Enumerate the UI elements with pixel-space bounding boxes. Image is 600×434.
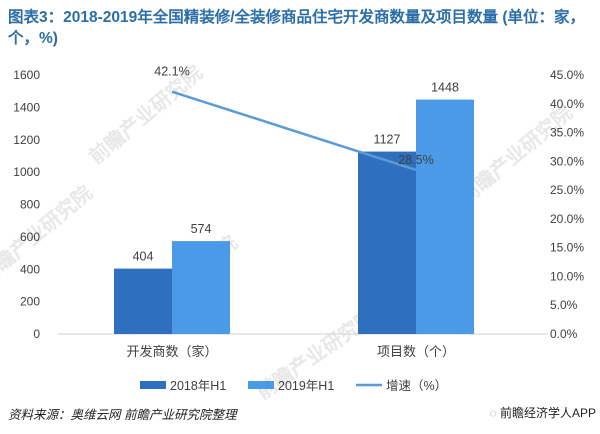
watermark-text: 前瞻产业研究院 (0, 180, 97, 288)
bar-value-label: 404 (133, 250, 154, 264)
left-tick-label: 400 (20, 262, 40, 276)
bar-value-label: 574 (191, 222, 212, 236)
growth-line (171, 90, 417, 172)
chart-title: 图表3：2018-2019年全国精装修/全装修商品住宅开发商数量及项目数量 (单… (8, 9, 586, 47)
bar (114, 268, 172, 334)
right-tick-label: 45.0% (550, 68, 584, 82)
left-tick-label: 600 (20, 230, 40, 244)
right-tick-label: 30.0% (550, 154, 584, 168)
left-tick-label: 1000 (13, 165, 40, 179)
legend-swatch (140, 381, 166, 389)
growth-line-group: 42.1% 28.5% (154, 65, 434, 172)
legend-swatch (248, 381, 274, 389)
legend: 2018年H1 2019年H1 增速（%） (140, 378, 447, 393)
bars-group: 404 574 1127 1448 (114, 81, 474, 334)
brand-credit: ◌ 前瞻经济学人APP (490, 404, 596, 421)
right-tick-label: 15.0% (550, 241, 584, 255)
left-tick-label: 1400 (13, 100, 40, 114)
category-labels: 开发商数（家） 项目数（个） (126, 344, 455, 359)
bar (358, 151, 416, 334)
bar-value-label: 1448 (431, 81, 459, 95)
bar-value-label: 1127 (374, 133, 401, 147)
left-tick-label: 0 (33, 327, 40, 341)
left-tick-label: 800 (20, 198, 40, 212)
legend-label: 增速（%） (386, 378, 447, 393)
watermarks: 前瞻产业研究院前瞻产业研究院前瞻产业研究院前瞻产业研究院前瞻产业研究院 (0, 60, 577, 404)
category-label: 开发商数（家） (126, 344, 217, 359)
bar (416, 99, 474, 334)
bar (172, 241, 230, 334)
right-axis: 0.0% 5.0% 10.0% 15.0% 20.0% 25.0% 30.0% 35.0% 40… (550, 68, 584, 341)
legend-label: 2018年H1 (170, 379, 226, 393)
legend-label: 2019年H1 (278, 379, 334, 393)
growth-value-label: 42.1% (154, 65, 189, 79)
left-tick-label: 1200 (13, 133, 40, 147)
left-tick-label: 200 (20, 295, 40, 309)
right-tick-label: 35.0% (550, 126, 584, 140)
right-tick-label: 5.0% (550, 298, 578, 312)
brand-icon: ◌ (489, 406, 500, 420)
right-tick-label: 20.0% (550, 212, 584, 226)
left-tick-label: 1600 (13, 68, 40, 82)
category-label: 项目数（个） (377, 344, 455, 359)
right-tick-label: 25.0% (550, 183, 584, 197)
right-tick-label: 10.0% (550, 269, 584, 283)
left-axis: 0 200 400 600 800 1000 1200 1400 1600 (13, 68, 40, 341)
right-tick-label: 40.0% (550, 97, 584, 111)
right-tick-label: 0.0% (550, 327, 578, 341)
growth-value-label: 28.5% (398, 153, 433, 167)
source-note: 资料来源：奥维云网 前瞻产业研究院整理 (8, 408, 237, 422)
brand-text: 前瞻经济学人APP (499, 406, 596, 420)
